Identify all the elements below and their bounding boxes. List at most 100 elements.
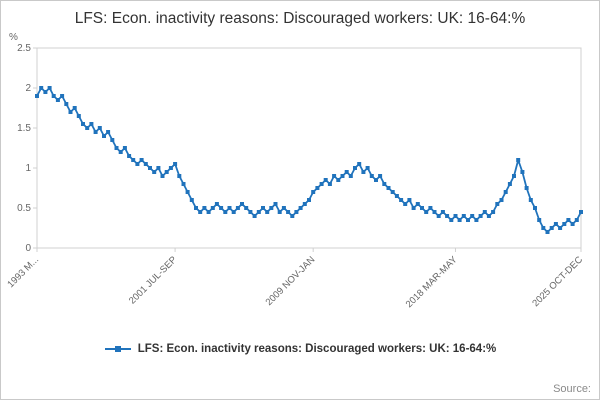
series-marker [558, 225, 563, 230]
series-marker [520, 169, 525, 174]
series-marker [323, 177, 328, 182]
y-tick-label: 0 [25, 243, 31, 254]
series-marker [177, 173, 182, 178]
series-marker [286, 209, 291, 214]
source-label: Source: [553, 383, 591, 395]
series-marker [131, 157, 136, 162]
series-marker [486, 213, 491, 218]
series-marker [528, 197, 533, 202]
series-marker [173, 161, 178, 166]
series-marker [81, 121, 85, 126]
series-marker [415, 201, 420, 206]
series-marker [302, 201, 307, 206]
series-marker [139, 157, 144, 162]
series-marker [148, 165, 152, 170]
series-marker [411, 205, 416, 210]
series-marker [574, 217, 579, 222]
series-marker [68, 109, 73, 114]
series-marker [51, 93, 56, 98]
series-marker [127, 153, 132, 158]
series-marker [106, 129, 111, 134]
series-marker [122, 145, 127, 150]
series-marker [562, 221, 567, 226]
x-tick-label: 2001 JUL-SEP [127, 254, 179, 306]
series-marker [403, 201, 408, 206]
series-marker [386, 185, 391, 190]
series-marker [152, 169, 157, 174]
y-tick-label: 2.5 [17, 43, 31, 54]
series-marker [39, 85, 44, 90]
series-marker [566, 217, 571, 222]
series-marker [407, 197, 412, 202]
series-marker [202, 205, 207, 210]
series-marker [579, 209, 583, 214]
y-tick-label: 2 [25, 83, 31, 94]
series-marker [478, 213, 483, 218]
series-marker [198, 209, 203, 214]
series-marker [541, 225, 546, 230]
series-marker [269, 205, 274, 210]
series-marker [549, 225, 554, 230]
series-marker [227, 205, 232, 210]
series-marker [516, 157, 521, 162]
series-marker [35, 93, 39, 98]
series-marker [110, 137, 115, 142]
series-marker [440, 209, 445, 214]
series-marker [432, 209, 437, 214]
series-marker [545, 229, 550, 234]
x-tick-label: 2018 MAR-MAY [404, 254, 460, 310]
series-marker [507, 181, 512, 186]
series-marker [298, 205, 303, 210]
y-tick-label: 0.5 [17, 203, 31, 214]
series-marker [369, 173, 374, 178]
series-marker [160, 173, 165, 178]
series-marker [553, 221, 558, 226]
chart-plot-area: % 0 0.5 1 1.5 2 2.5 1993 M... 2001 JUL-SEP 2009 N… [5, 32, 585, 310]
y-axis-unit-label: % [9, 32, 18, 43]
series-marker [336, 177, 341, 182]
series-marker [420, 205, 424, 210]
series-marker [524, 185, 529, 190]
series-marker [311, 189, 316, 194]
x-tick-label: 1993 M... [5, 254, 41, 290]
series-marker [210, 205, 215, 210]
series-marker [361, 169, 366, 174]
series-marker [252, 213, 257, 218]
series-marker [390, 189, 395, 194]
series-marker [114, 145, 119, 150]
series-marker [457, 217, 462, 222]
y-tick-label: 1.5 [17, 123, 31, 134]
series-marker [60, 93, 65, 98]
legend-marker-icon [104, 345, 131, 352]
series-marker [445, 213, 450, 218]
series-marker [503, 189, 508, 194]
series-marker [374, 177, 378, 182]
series-marker [570, 221, 575, 226]
series-marker [436, 213, 441, 218]
series-marker [470, 213, 475, 218]
series-marker [256, 209, 261, 214]
series-marker [344, 169, 349, 174]
series-marker [327, 181, 332, 186]
series-marker [181, 181, 186, 186]
series-marker [294, 209, 299, 214]
series-marker [135, 161, 140, 166]
series-marker [491, 209, 496, 214]
plot-border [36, 47, 582, 249]
series-marker [394, 193, 399, 198]
series-marker [340, 173, 345, 178]
series-marker [47, 85, 52, 90]
y-tick-label: 1 [25, 163, 31, 174]
legend-series-label[interactable]: LFS: Econ. inactivity reasons: Discourag… [137, 342, 497, 355]
series-marker [194, 205, 198, 210]
series-marker [332, 173, 337, 178]
series-marker [43, 89, 48, 94]
series-marker [214, 201, 219, 206]
legend: LFS: Econ. inactivity reasons: Discourag… [1, 340, 599, 358]
series-marker [102, 133, 106, 138]
series-marker [424, 209, 429, 214]
series-marker [97, 125, 102, 130]
series-marker [219, 205, 224, 210]
series-marker [482, 209, 487, 214]
series-marker [537, 217, 542, 222]
